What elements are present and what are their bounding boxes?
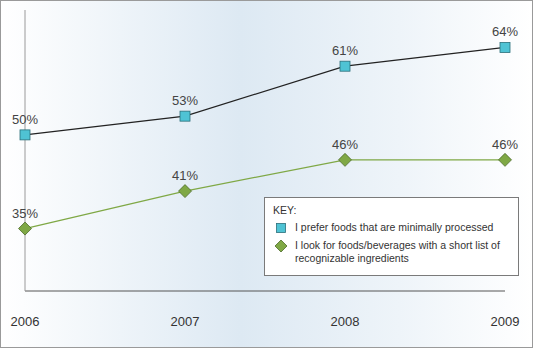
svg-text:46%: 46% bbox=[492, 137, 518, 152]
svg-text:64%: 64% bbox=[492, 24, 518, 39]
svg-text:2007: 2007 bbox=[171, 314, 200, 329]
svg-text:35%: 35% bbox=[12, 206, 38, 221]
svg-text:2009: 2009 bbox=[491, 314, 520, 329]
html-text:I prefer foods that are minima: I prefer foods that are minimally proces… bbox=[295, 221, 494, 233]
svg-text:2008: 2008 bbox=[331, 314, 360, 329]
svg-text:46%: 46% bbox=[332, 137, 358, 152]
svg-text:53%: 53% bbox=[172, 93, 198, 108]
html-text:I look for foods/beverages wit: I look for foods/beverages with a short … bbox=[295, 239, 500, 264]
svg-text:61%: 61% bbox=[332, 43, 358, 58]
svg-text:2006: 2006 bbox=[11, 314, 40, 329]
svg-text:41%: 41% bbox=[172, 168, 198, 183]
svg-text:50%: 50% bbox=[12, 112, 38, 127]
html-text:KEY:: KEY: bbox=[273, 204, 297, 216]
